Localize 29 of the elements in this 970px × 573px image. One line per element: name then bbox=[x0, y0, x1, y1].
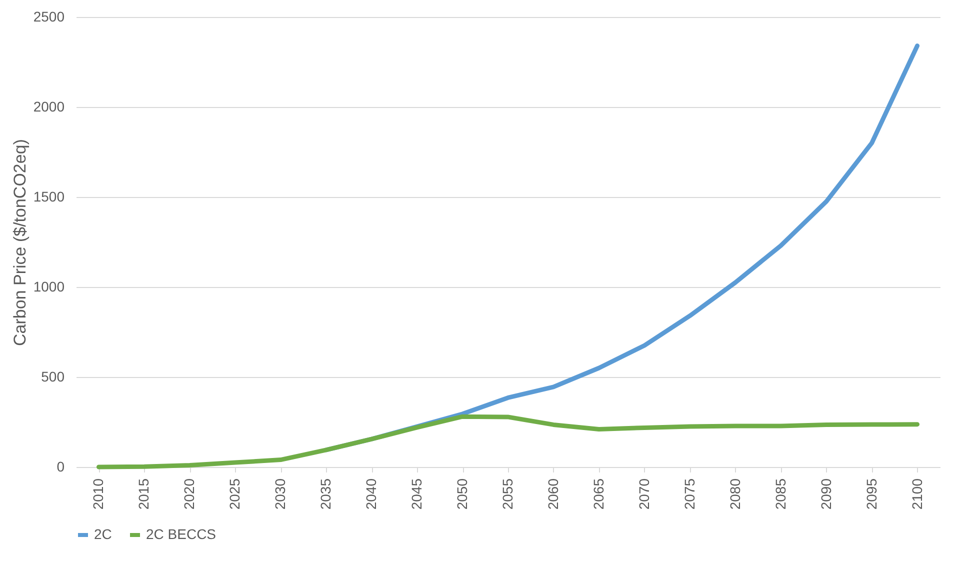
x-tick-label: 2015 bbox=[136, 478, 152, 510]
y-tick-label: 500 bbox=[41, 368, 65, 384]
x-tick-label: 2065 bbox=[590, 478, 606, 510]
y-tick-label: 1500 bbox=[33, 188, 65, 204]
x-tick-label: 2100 bbox=[908, 478, 925, 510]
y-tick-label: 2500 bbox=[33, 8, 65, 24]
x-tick-label: 2010 bbox=[90, 478, 106, 510]
y-tick-label: 1000 bbox=[33, 278, 65, 294]
x-tick-label: 2075 bbox=[681, 478, 698, 510]
y-tick-label: 2000 bbox=[33, 98, 65, 114]
legend-label: 2C bbox=[94, 526, 112, 542]
x-tick-label: 2090 bbox=[818, 478, 834, 510]
legend-label: 2C BECCS bbox=[146, 526, 216, 542]
x-tick-label: 2085 bbox=[772, 478, 788, 510]
x-tick-label: 2045 bbox=[408, 478, 425, 510]
line-series bbox=[96, 414, 920, 470]
x-tick-label: 2080 bbox=[726, 478, 743, 510]
x-tick-label: 2030 bbox=[272, 478, 288, 510]
x-tick-label: 2025 bbox=[226, 478, 243, 510]
x-tick-label: 2040 bbox=[363, 478, 380, 510]
x-tick-label: 2095 bbox=[863, 478, 880, 510]
y-tick-label: 0 bbox=[56, 458, 65, 474]
x-tick-label: 2070 bbox=[636, 478, 652, 510]
x-tick-label: 2050 bbox=[454, 478, 470, 510]
x-tick-label: 2060 bbox=[544, 478, 561, 510]
y-axis-title: Carbon Price ($/tonCO2eq) bbox=[10, 139, 30, 346]
x-tick-label: 2035 bbox=[318, 478, 334, 510]
x-tick-label: 2020 bbox=[181, 478, 198, 510]
x-tick-label: 2055 bbox=[500, 478, 516, 510]
